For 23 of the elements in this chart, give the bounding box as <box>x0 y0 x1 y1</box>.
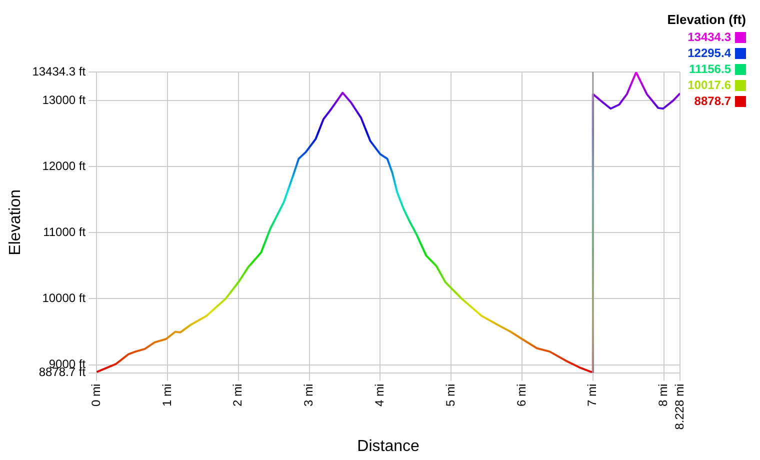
text: 11156.5 <box>688 61 731 77</box>
text: 10017.6 <box>688 77 731 93</box>
x-axis-title: Distance <box>357 438 420 455</box>
y-tick-label: 11000 ft <box>43 225 86 240</box>
y-axis-title: Elevation <box>7 189 24 256</box>
x-tick-label: 8 mi <box>656 384 670 406</box>
x-tick-label: 3 mi <box>302 384 316 406</box>
y-tick-label: 12000 ft <box>42 159 86 174</box>
y-tick-label: 10000 ft <box>42 291 86 306</box>
text: 13434.3 <box>688 29 731 45</box>
x-tick-label: 1 mi <box>160 384 174 406</box>
text: 12295.4 <box>688 45 731 61</box>
x-tick-label: 0 mi <box>88 384 103 406</box>
x-tick-label: 8.228 mi <box>672 384 686 430</box>
y-tick-label: 13000 ft <box>42 92 86 107</box>
text: Elevation (ft) <box>667 12 746 28</box>
x-tick-label: 4 mi <box>372 384 387 406</box>
x-tick-label: 5 mi <box>443 384 458 406</box>
x-tick-label: 7 mi <box>585 384 600 406</box>
y-tick-label: 13434.3 ft <box>32 64 86 78</box>
x-tick-label: 6 mi <box>514 384 528 406</box>
text: 8878.7 <box>694 93 731 109</box>
x-tick-label: 2 mi <box>230 384 245 406</box>
